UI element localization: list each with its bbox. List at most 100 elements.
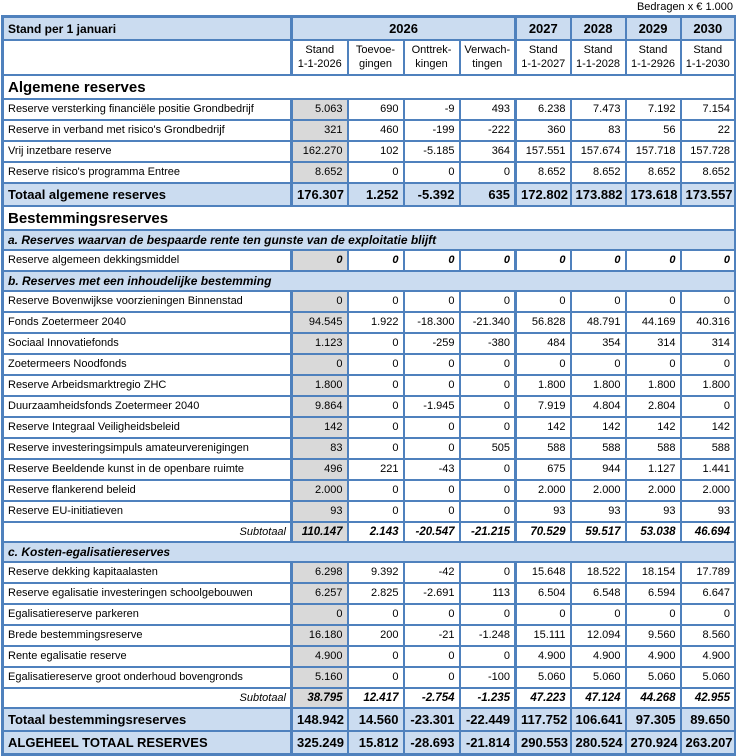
cell-col-4: -21.215 — [458, 520, 518, 543]
cell-col-7: 157.718 — [624, 139, 682, 163]
cell-col-7: 56 — [624, 118, 682, 142]
row-label: Reserve Arbeidsmarktregio ZHC — [1, 373, 293, 397]
cell-col-5: 5.060 — [514, 665, 572, 689]
table-row-data: Reserve versterking financiële positie G… — [1, 97, 736, 121]
cell-col-4: 0 — [458, 289, 518, 313]
cell-col-4: 0 — [458, 602, 518, 626]
cell-col-8: 4.900 — [679, 644, 736, 668]
table-row-subsection: b. Reserves met een inhoudelijke bestemm… — [1, 269, 736, 292]
cell-col-8: 46.694 — [679, 520, 736, 543]
year-group-2027: 2027 — [514, 15, 572, 41]
cell-col-7: 2.000 — [624, 478, 682, 502]
column-header-6: Stand 1-1-2028 — [569, 39, 627, 76]
table-row-section: Algemene reserves — [1, 73, 736, 100]
cell-col-3: -2.754 — [402, 686, 461, 709]
cell-col-1: 38.795 — [290, 686, 349, 709]
row-label: Reserve EU-initiatieven — [1, 499, 293, 523]
cell-col-4: 0 — [458, 644, 518, 668]
cell-col-7: 6.594 — [624, 581, 682, 605]
cell-col-4: -21.814 — [458, 729, 518, 756]
table-row-data: Reserve Integraal Veiligheidsbeleid 142 0 0… — [1, 415, 736, 439]
cell-col-3: -2.691 — [402, 581, 461, 605]
table-row-data: Reserve in verband met risico's Grondbed… — [1, 118, 736, 142]
cell-col-8: 0 — [679, 289, 736, 313]
cell-col-5: 675 — [514, 457, 572, 481]
cell-col-1: 1.800 — [290, 373, 349, 397]
cell-col-6: 4.804 — [569, 394, 627, 418]
cell-col-7: 0 — [624, 602, 682, 626]
table-row-total: Totaal bestemmingsreserves 148.942 14.560-… — [1, 706, 736, 732]
table-row-data: Zoetermeers Noodfonds 0 0 0 0 0 0 0 0 — [1, 352, 736, 376]
row-label: Subtotaal — [1, 686, 293, 709]
cell-col-1: 0 — [290, 248, 349, 272]
column-header-8: Stand 1-1-2030 — [679, 39, 736, 76]
row-label: Duurzaamheidsfonds Zoetermeer 2040 — [1, 394, 293, 418]
cell-col-6: 4.900 — [569, 644, 627, 668]
cell-col-2: 0 — [346, 394, 405, 418]
column-header-empty — [1, 39, 293, 76]
cell-col-3: 0 — [402, 352, 461, 376]
cell-col-6: 0 — [569, 352, 627, 376]
cell-col-4: 364 — [458, 139, 518, 163]
cell-col-8: 8.652 — [679, 160, 736, 184]
table-row-data: Egalisatiereserve groot onderhoud boveng… — [1, 665, 736, 689]
cell-col-6: 47.124 — [569, 686, 627, 709]
cell-col-3: 0 — [402, 160, 461, 184]
row-label: Brede bestemmingsreserve — [1, 623, 293, 647]
cell-col-8: 173.557 — [679, 181, 736, 207]
cell-col-5: 142 — [514, 415, 572, 439]
cell-col-4: 0 — [458, 478, 518, 502]
cell-col-3: -18.300 — [402, 310, 461, 334]
cell-col-8: 5.060 — [679, 665, 736, 689]
cell-col-5: 70.529 — [514, 520, 572, 543]
cell-col-8: 2.000 — [679, 478, 736, 502]
cell-col-5: 0 — [514, 602, 572, 626]
row-label: Reserve Bovenwijkse voorzieningen Binnen… — [1, 289, 293, 313]
cell-col-6: 7.473 — [569, 97, 627, 121]
cell-col-2: 460 — [346, 118, 405, 142]
cell-col-8: 142 — [679, 415, 736, 439]
cell-col-2: 9.392 — [346, 560, 405, 584]
column-header-4: Verwach-tingen — [458, 39, 518, 76]
cell-col-1: 9.864 — [290, 394, 349, 418]
cell-col-3: -1.945 — [402, 394, 461, 418]
year-group-2030: 2030 — [679, 15, 736, 41]
cell-col-2: 0 — [346, 602, 405, 626]
row-label: Rente egalisatie reserve — [1, 644, 293, 668]
amounts-note: Bedragen x € 1.000 — [636, 1, 733, 13]
cell-col-2: 0 — [346, 415, 405, 439]
cell-col-4: 0 — [458, 373, 518, 397]
cell-col-8: 1.441 — [679, 457, 736, 481]
cell-col-6: 59.517 — [569, 520, 627, 543]
cell-col-8: 314 — [679, 331, 736, 355]
cell-col-2: 0 — [346, 373, 405, 397]
cell-col-6: 0 — [569, 289, 627, 313]
cell-col-7: 314 — [624, 331, 682, 355]
cell-col-1: 93 — [290, 499, 349, 523]
row-label: Egalisatiereserve parkeren — [1, 602, 293, 626]
cell-col-5: 290.553 — [514, 729, 572, 756]
cell-col-2: 0 — [346, 289, 405, 313]
row-label: Subtotaal — [1, 520, 293, 543]
cell-col-7: 18.154 — [624, 560, 682, 584]
cell-col-8: 588 — [679, 436, 736, 460]
cell-col-6: 173.882 — [569, 181, 627, 207]
cell-col-8: 22 — [679, 118, 736, 142]
cell-col-5: 172.802 — [514, 181, 572, 207]
cell-col-1: 6.257 — [290, 581, 349, 605]
cell-col-1: 325.249 — [290, 729, 349, 756]
cell-col-1: 321 — [290, 118, 349, 142]
cell-col-3: -28.693 — [402, 729, 461, 756]
row-label: Reserve algemeen dekkingsmiddel — [1, 248, 293, 272]
cell-col-2: 2.143 — [346, 520, 405, 543]
cell-col-7: 1.127 — [624, 457, 682, 481]
cell-col-4: 0 — [458, 160, 518, 184]
table-row-data: Reserve Arbeidsmarktregio ZHC 1.800 0 0 0 1.8… — [1, 373, 736, 397]
cell-col-5: 0 — [514, 352, 572, 376]
cell-col-5: 7.919 — [514, 394, 572, 418]
cell-col-3: 0 — [402, 248, 461, 272]
table-title: Stand per 1 januari — [1, 15, 293, 41]
cell-col-4: 0 — [458, 457, 518, 481]
cell-col-5: 6.238 — [514, 97, 572, 121]
table-row-data: Brede bestemmingsreserve 16.180 200 -21 -1.2… — [1, 623, 736, 647]
